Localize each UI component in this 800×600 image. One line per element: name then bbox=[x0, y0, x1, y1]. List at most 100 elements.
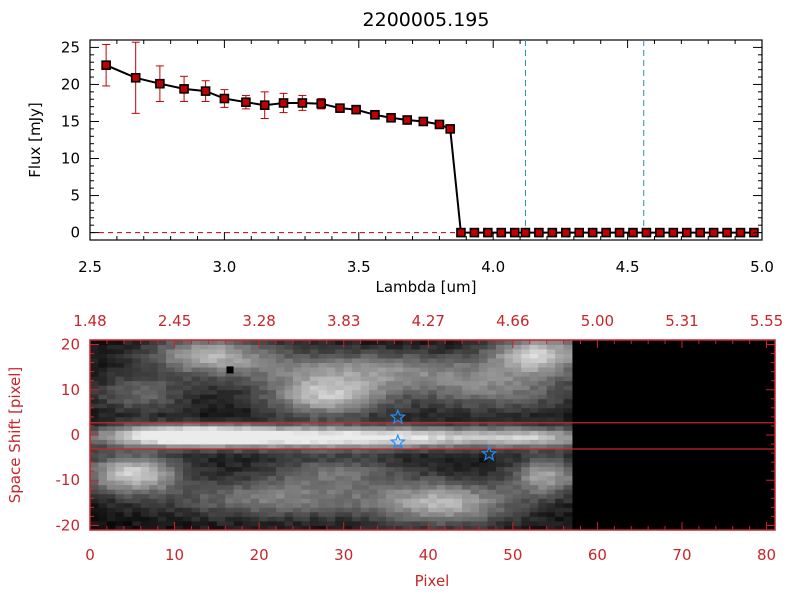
heatmap-cell bbox=[98, 340, 108, 345]
heatmap-cell bbox=[90, 466, 99, 472]
heatmap-cell bbox=[199, 403, 209, 409]
y-tick-label: 0 bbox=[70, 224, 80, 242]
heatmap-cell bbox=[546, 416, 556, 422]
heatmap-cell bbox=[479, 520, 488, 526]
heatmap-cell bbox=[394, 507, 404, 513]
heatmap-cell bbox=[90, 416, 99, 422]
heatmap-cell bbox=[199, 425, 209, 431]
heatmap-cell bbox=[326, 349, 336, 354]
heatmap-cell bbox=[149, 425, 159, 431]
heatmap-cell bbox=[445, 385, 455, 391]
heatmap-cell bbox=[250, 453, 260, 459]
heatmap-cell bbox=[174, 385, 184, 391]
heatmap-cell bbox=[343, 389, 353, 395]
heatmap-cell bbox=[208, 466, 218, 472]
heatmap-cell bbox=[521, 448, 531, 454]
heatmap-cell bbox=[301, 385, 311, 391]
heatmap-cell bbox=[174, 367, 184, 373]
heatmap-cell bbox=[487, 444, 497, 449]
heatmap-cell bbox=[115, 353, 125, 359]
heatmap-cell bbox=[292, 353, 302, 359]
top-tick-label: 5.55 bbox=[750, 312, 783, 330]
heatmap-cell bbox=[377, 344, 387, 350]
heatmap-cell bbox=[352, 498, 362, 504]
heatmap-cell bbox=[276, 525, 285, 531]
heatmap-cell bbox=[352, 394, 362, 400]
heatmap-cell bbox=[495, 416, 505, 422]
heatmap-cell bbox=[453, 421, 463, 427]
heatmap-cell bbox=[199, 480, 209, 486]
heatmap-cell bbox=[369, 421, 378, 427]
heatmap-cell bbox=[326, 520, 336, 526]
heatmap-cell bbox=[132, 394, 142, 400]
heatmap-cell bbox=[250, 520, 260, 526]
heatmap-cell bbox=[504, 453, 514, 459]
heatmap-cell bbox=[445, 412, 455, 418]
heatmap-cell bbox=[436, 480, 446, 486]
data-point bbox=[335, 103, 345, 113]
heatmap-cell bbox=[453, 412, 463, 418]
heatmap-cell bbox=[157, 525, 167, 531]
heatmap-cell bbox=[191, 371, 201, 377]
heatmap-cell bbox=[132, 457, 142, 463]
heatmap-cell bbox=[292, 516, 302, 522]
heatmap-cell bbox=[115, 439, 125, 445]
heatmap-cell bbox=[512, 358, 522, 364]
heatmap-cell bbox=[166, 511, 175, 517]
heatmap-cell bbox=[98, 430, 108, 436]
heatmap-cell bbox=[242, 421, 252, 427]
heatmap-cell bbox=[183, 475, 192, 481]
heatmap-cell bbox=[529, 344, 539, 350]
heatmap-cell bbox=[411, 435, 421, 440]
y-tick-label: -10 bbox=[56, 471, 81, 489]
heatmap-cell bbox=[529, 358, 539, 364]
heatmap-cell bbox=[292, 507, 302, 513]
heatmap-cell bbox=[538, 358, 548, 364]
heatmap-cell bbox=[546, 457, 556, 463]
heatmap-cell bbox=[495, 349, 505, 354]
heatmap-cell bbox=[318, 484, 328, 490]
heatmap-cell bbox=[538, 425, 548, 431]
heatmap-cell bbox=[335, 448, 345, 454]
heatmap-cell bbox=[453, 502, 463, 508]
heatmap-cell bbox=[242, 466, 252, 472]
heatmap-cell bbox=[259, 362, 268, 368]
heatmap-cell bbox=[411, 389, 421, 395]
heatmap-cell bbox=[90, 385, 99, 391]
x-tick-label: 0 bbox=[85, 546, 95, 564]
heatmap-cell bbox=[335, 362, 345, 368]
heatmap-cell bbox=[233, 340, 243, 345]
heatmap-cell bbox=[216, 407, 226, 413]
heatmap-cell bbox=[115, 421, 125, 427]
heatmap-cell bbox=[411, 376, 421, 382]
heatmap-cell bbox=[326, 403, 336, 409]
heatmap-cell bbox=[199, 398, 209, 404]
heatmap-cell bbox=[292, 416, 302, 422]
heatmap-cell bbox=[394, 394, 404, 400]
heatmap-cell bbox=[546, 412, 556, 418]
heatmap-cell bbox=[462, 439, 471, 445]
heatmap-cell bbox=[140, 520, 150, 526]
heatmap-cell bbox=[309, 412, 319, 418]
heatmap-cell bbox=[453, 520, 463, 526]
heatmap-cell bbox=[292, 385, 302, 391]
heatmap-cell bbox=[90, 340, 99, 345]
heatmap-cell bbox=[352, 448, 362, 454]
heatmap-cell bbox=[402, 525, 412, 531]
heatmap-cell bbox=[377, 520, 387, 526]
heatmap-cell bbox=[90, 349, 99, 354]
heatmap-cell bbox=[411, 380, 421, 386]
heatmap-cell bbox=[259, 484, 268, 490]
heatmap-cell bbox=[183, 412, 192, 418]
heatmap-cell bbox=[242, 344, 252, 350]
heatmap-cell bbox=[284, 407, 294, 413]
heatmap-cell bbox=[529, 475, 539, 481]
heatmap-cell bbox=[428, 489, 438, 495]
heatmap-cell bbox=[436, 502, 446, 508]
heatmap-cell bbox=[512, 362, 522, 368]
heatmap-cell bbox=[140, 344, 150, 350]
heatmap-cell bbox=[436, 475, 446, 481]
heatmap-cell bbox=[174, 475, 184, 481]
heatmap-cell bbox=[512, 412, 522, 418]
heatmap-cell bbox=[157, 371, 167, 377]
